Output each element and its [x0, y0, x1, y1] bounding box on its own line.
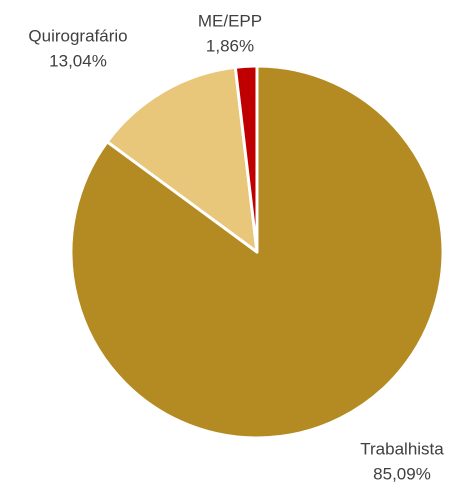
- pie-slice: [105, 65, 259, 254]
- slice-value-label: 1,86%: [206, 36, 254, 55]
- slice-value-label: 85,09%: [373, 464, 431, 483]
- slice-label: Trabalhista: [360, 439, 444, 458]
- pie-slice: [233, 64, 259, 254]
- slice-value-label: 13,04%: [49, 51, 107, 70]
- slice-label: ME/EPP: [198, 11, 262, 30]
- slice-label: Quirografário: [28, 26, 127, 45]
